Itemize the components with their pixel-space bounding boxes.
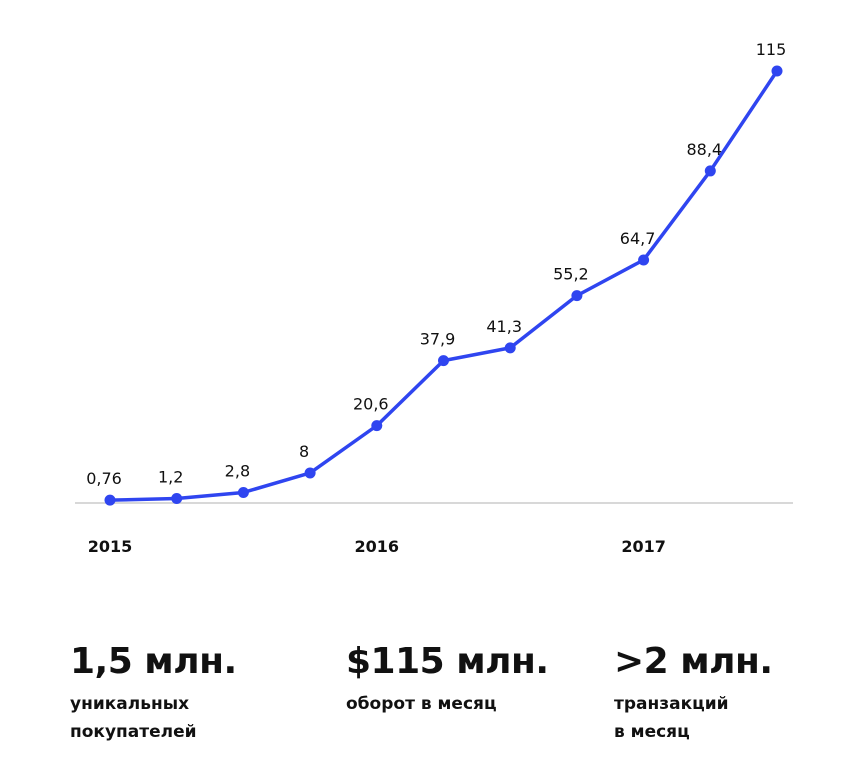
data-points [104,65,783,506]
stat-monthly-transactions-description: транзакций в месяц [614,694,729,742]
data-label: 8 [299,442,309,461]
data-point [504,342,516,354]
stat-monthly-turnover-value: $115 млн. [346,641,549,682]
x-tick-label: 2015 [88,537,133,556]
stat-monthly-transactions: >2 млн. транзакций в месяц [614,640,854,746]
data-point [237,486,249,498]
x-tick-label: 2016 [355,537,400,556]
data-point [704,165,716,177]
stat-monthly-turnover: $115 млн. оборот в месяц [346,640,586,718]
x-tick-label: 2017 [621,537,666,556]
data-point [104,494,116,506]
data-label: 37,9 [420,330,456,349]
data-point [638,254,650,266]
data-label: 55,2 [553,265,589,284]
data-label: 41,3 [486,317,522,336]
data-label: 0,76 [86,469,122,488]
data-label: 20,6 [353,395,389,414]
data-label: 115 [756,40,787,59]
data-point [371,420,383,432]
data-label: 64,7 [620,229,656,248]
series-line [108,69,779,502]
line-chart: 0,76 1,2 2,8 8 20,6 37,9 41,3 55,2 64,7 88,4 115 2… [75,40,793,556]
data-labels: 0,76 1,2 2,8 8 20,6 37,9 41,3 55,2 64,7 88,4 115 [86,40,786,488]
data-point [171,492,183,504]
stat-monthly-turnover-description: оборот в месяц [346,694,497,714]
stat-unique-buyers-description: уникальных покупателей [70,694,197,742]
stat-monthly-transactions-value: >2 млн. [614,641,773,682]
stat-unique-buyers: 1,5 млн. уникальных покупателей [70,640,310,746]
data-label: 88,4 [686,140,722,159]
stat-unique-buyers-value: 1,5 млн. [70,641,237,682]
x-axis-tick-labels: 2015 2016 2017 [88,537,666,556]
data-label: 2,8 [225,461,250,480]
data-point [571,290,583,302]
data-point [304,467,316,479]
data-point [438,355,449,367]
data-point [771,65,783,77]
data-label: 1,2 [158,467,183,486]
